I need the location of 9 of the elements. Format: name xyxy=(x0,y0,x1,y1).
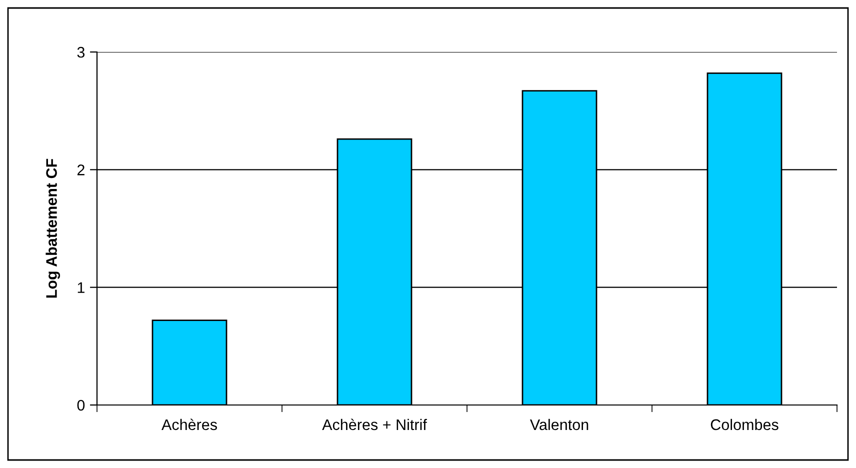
y-tick-label: 3 xyxy=(77,46,85,58)
x-tick-label: Colombes xyxy=(710,418,778,430)
y-axis-title: Log Abattement CF xyxy=(46,158,60,298)
y-tick-label: 1 xyxy=(78,282,84,293)
x-tick-label: Achères xyxy=(162,418,217,430)
x-tick-label: Achères + Nitrif xyxy=(322,418,427,430)
x-tick-label: Valenton xyxy=(530,418,588,430)
y-tick-label: 2 xyxy=(77,164,84,176)
y-tick-label: 0 xyxy=(77,400,85,411)
